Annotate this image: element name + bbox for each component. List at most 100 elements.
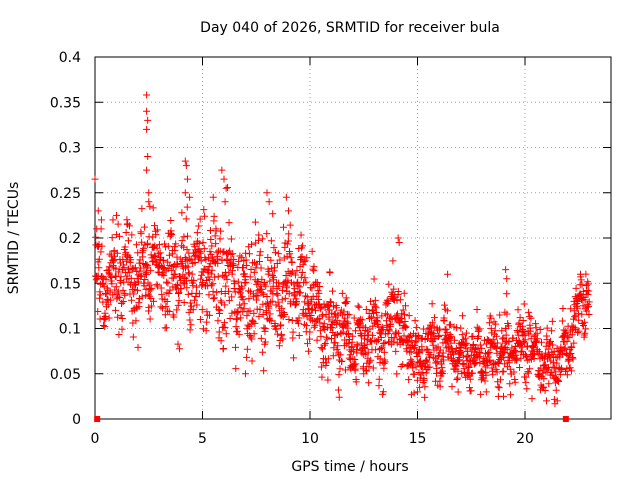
data-point [245,295,253,303]
data-point [474,353,482,361]
data-point [430,314,438,322]
data-point [191,296,199,304]
data-point [270,273,278,281]
data-point [228,293,236,301]
data-point [221,324,229,332]
data-point [117,273,125,281]
data-point [121,243,129,251]
y-tick-label: 0.25 [50,186,81,202]
data-point [536,325,544,333]
data-point [266,310,274,318]
data-point [100,282,108,290]
data-point [389,257,397,265]
data-point [91,175,99,183]
data-point [153,244,161,252]
data-point [180,299,188,307]
data-point [233,309,241,317]
data-point [493,332,501,340]
data-point [450,350,458,358]
data-point [548,317,556,325]
data-point [285,230,293,238]
data-point [379,388,387,396]
data-point [370,309,378,317]
data-point [156,255,164,263]
data-point [266,277,274,285]
data-point [520,328,528,336]
data-point [201,212,209,220]
data-point [122,228,130,236]
data-point [277,321,285,329]
data-point [318,345,326,353]
data-point [133,286,141,294]
data-point [371,296,379,304]
data-point [345,339,353,347]
data-point [373,338,381,346]
data-point [462,329,470,337]
data-point [326,298,334,306]
data-point [215,305,223,313]
data-point [248,357,256,365]
data-point [394,287,402,295]
data-point [467,387,475,395]
data-point [182,215,190,223]
data-point [220,319,228,327]
data-point [254,292,262,300]
data-point [393,370,401,378]
data-point [163,298,171,306]
data-point [321,341,329,349]
data-point [342,294,350,302]
data-point [145,189,153,197]
data-point [343,298,351,306]
data-point [457,324,465,332]
data-point [94,207,102,215]
data-point [156,249,164,257]
data-point [270,244,278,252]
data-point [243,353,251,361]
data-point [316,319,324,327]
data-point [259,348,267,356]
data-point [221,301,229,309]
data-point [422,369,430,377]
data-point [278,304,286,312]
data-point [217,288,225,296]
data-point [584,290,592,298]
zero-point [562,416,569,422]
data-point [365,363,373,371]
data-point [518,347,526,355]
data-point [101,312,109,320]
data-point [540,383,548,391]
data-point [204,254,212,262]
data-point [272,325,280,333]
data-point [559,350,567,358]
data-point [333,320,341,328]
data-point [486,356,494,364]
data-point [217,297,225,305]
data-point [315,289,323,297]
data-point [411,338,419,346]
data-point [383,296,391,304]
data-point [115,265,123,273]
data-point [489,335,497,343]
data-point [313,278,321,286]
data-point [161,240,169,248]
data-point [578,281,586,289]
data-point [143,125,151,133]
data-point [324,376,332,384]
data-point [289,334,297,342]
data-point [362,366,370,374]
data-point [146,286,154,294]
data-point [173,306,181,314]
data-point [549,341,557,349]
data-point [256,248,264,256]
data-point [295,244,303,252]
data-point [475,325,483,333]
data-point [451,336,459,344]
data-point [331,332,339,340]
data-point [510,368,518,376]
data-point [495,384,503,392]
data-point [114,220,122,228]
data-point [525,308,533,316]
data-point [440,317,448,325]
data-point [507,391,515,399]
data-point [350,314,358,322]
